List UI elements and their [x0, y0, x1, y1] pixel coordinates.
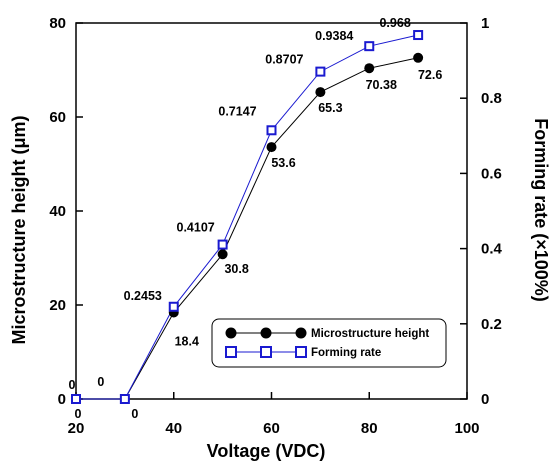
series-layer — [71, 30, 424, 404]
data-point-forming-rate — [266, 125, 277, 136]
data-label-forming-rate: 0.8707 — [265, 53, 303, 67]
data-point-forming-rate — [315, 66, 326, 77]
y2-axis-title: Forming rate (×100%) — [531, 118, 550, 302]
y-axis-title: Microstructure height (μm) — [9, 115, 29, 344]
data-label-forming-rate: 0.4107 — [177, 221, 215, 235]
y2-tick-label: 0.8 — [481, 90, 502, 107]
y-tick-label: 80 — [49, 15, 66, 32]
data-point-forming-rate — [71, 394, 81, 404]
data-label-forming-rate: 0.2453 — [124, 289, 162, 303]
y-tick-label: 40 — [49, 203, 66, 220]
y2-tick-label: 0.4 — [481, 241, 503, 258]
data-label-microstructure-height: 72.6 — [418, 68, 442, 82]
data-point-forming-rate — [364, 41, 375, 52]
data-point-microstructure-height — [364, 63, 375, 74]
data-labels: 0 0 18.4 30.8 53.6 65.3 70.38 72.6 0 0 0.2453 0.410… — [69, 16, 443, 421]
data-point-microstructure-height — [266, 142, 277, 153]
x-tick-label: 20 — [68, 420, 85, 437]
y-tick-label: 60 — [49, 109, 66, 126]
x-tick-label: 100 — [454, 420, 479, 437]
data-point-forming-rate — [168, 301, 179, 312]
data-label-microstructure-height: 18.4 — [175, 335, 199, 349]
data-label-forming-rate: 0 — [69, 378, 76, 392]
x-tick-label: 40 — [165, 420, 182, 437]
legend-marker-forming-rate — [225, 346, 237, 358]
y-tick-label: 0 — [58, 391, 66, 408]
y-tick-label: 20 — [49, 297, 66, 314]
data-label-forming-rate: 0.7147 — [218, 104, 256, 118]
data-label-microstructure-height: 65.3 — [318, 101, 342, 115]
legend-label-forming-rate: Forming rate — [311, 347, 381, 359]
data-point-microstructure-height — [413, 52, 424, 63]
legend-marker-microstructure-height — [260, 327, 272, 339]
data-point-forming-rate — [217, 239, 228, 250]
data-label-microstructure-height: 0 — [75, 407, 82, 421]
data-point-microstructure-height — [217, 249, 228, 260]
y2-tick-label: 0 — [481, 391, 489, 408]
data-label-microstructure-height: 70.38 — [366, 78, 397, 92]
data-label-microstructure-height: 53.6 — [271, 156, 295, 170]
data-label-forming-rate: 0.968 — [379, 16, 410, 30]
legend-box — [211, 318, 447, 368]
data-label-microstructure-height: 0 — [131, 407, 138, 421]
data-label-microstructure-height: 30.8 — [224, 262, 248, 276]
legend-marker-microstructure-height — [295, 327, 307, 339]
legend: Microstructure height Forming rate — [211, 318, 447, 368]
data-point-microstructure-height — [315, 87, 326, 98]
legend-marker-forming-rate — [260, 346, 272, 358]
y2-tick-label: 1 — [481, 15, 489, 32]
data-label-forming-rate: 0 — [97, 375, 104, 389]
x-axis-title: Voltage (VDC) — [207, 441, 326, 461]
legend-marker-forming-rate — [295, 346, 307, 358]
y2-tick-label: 0.6 — [481, 165, 502, 182]
legend-label-microstructure-height: Microstructure height — [311, 328, 429, 340]
y2-tick-label: 0.2 — [481, 316, 502, 333]
x-tick-label: 60 — [263, 420, 280, 437]
data-point-forming-rate — [413, 30, 424, 41]
legend-marker-microstructure-height — [225, 327, 237, 339]
data-label-forming-rate: 0.9384 — [315, 29, 353, 43]
x-tick-label: 80 — [361, 420, 378, 437]
series-line-forming-rate — [76, 34, 419, 400]
data-point-forming-rate — [119, 394, 130, 404]
